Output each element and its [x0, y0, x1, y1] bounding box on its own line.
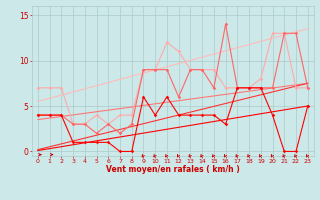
X-axis label: Vent moyen/en rafales ( km/h ): Vent moyen/en rafales ( km/h ): [106, 165, 240, 174]
